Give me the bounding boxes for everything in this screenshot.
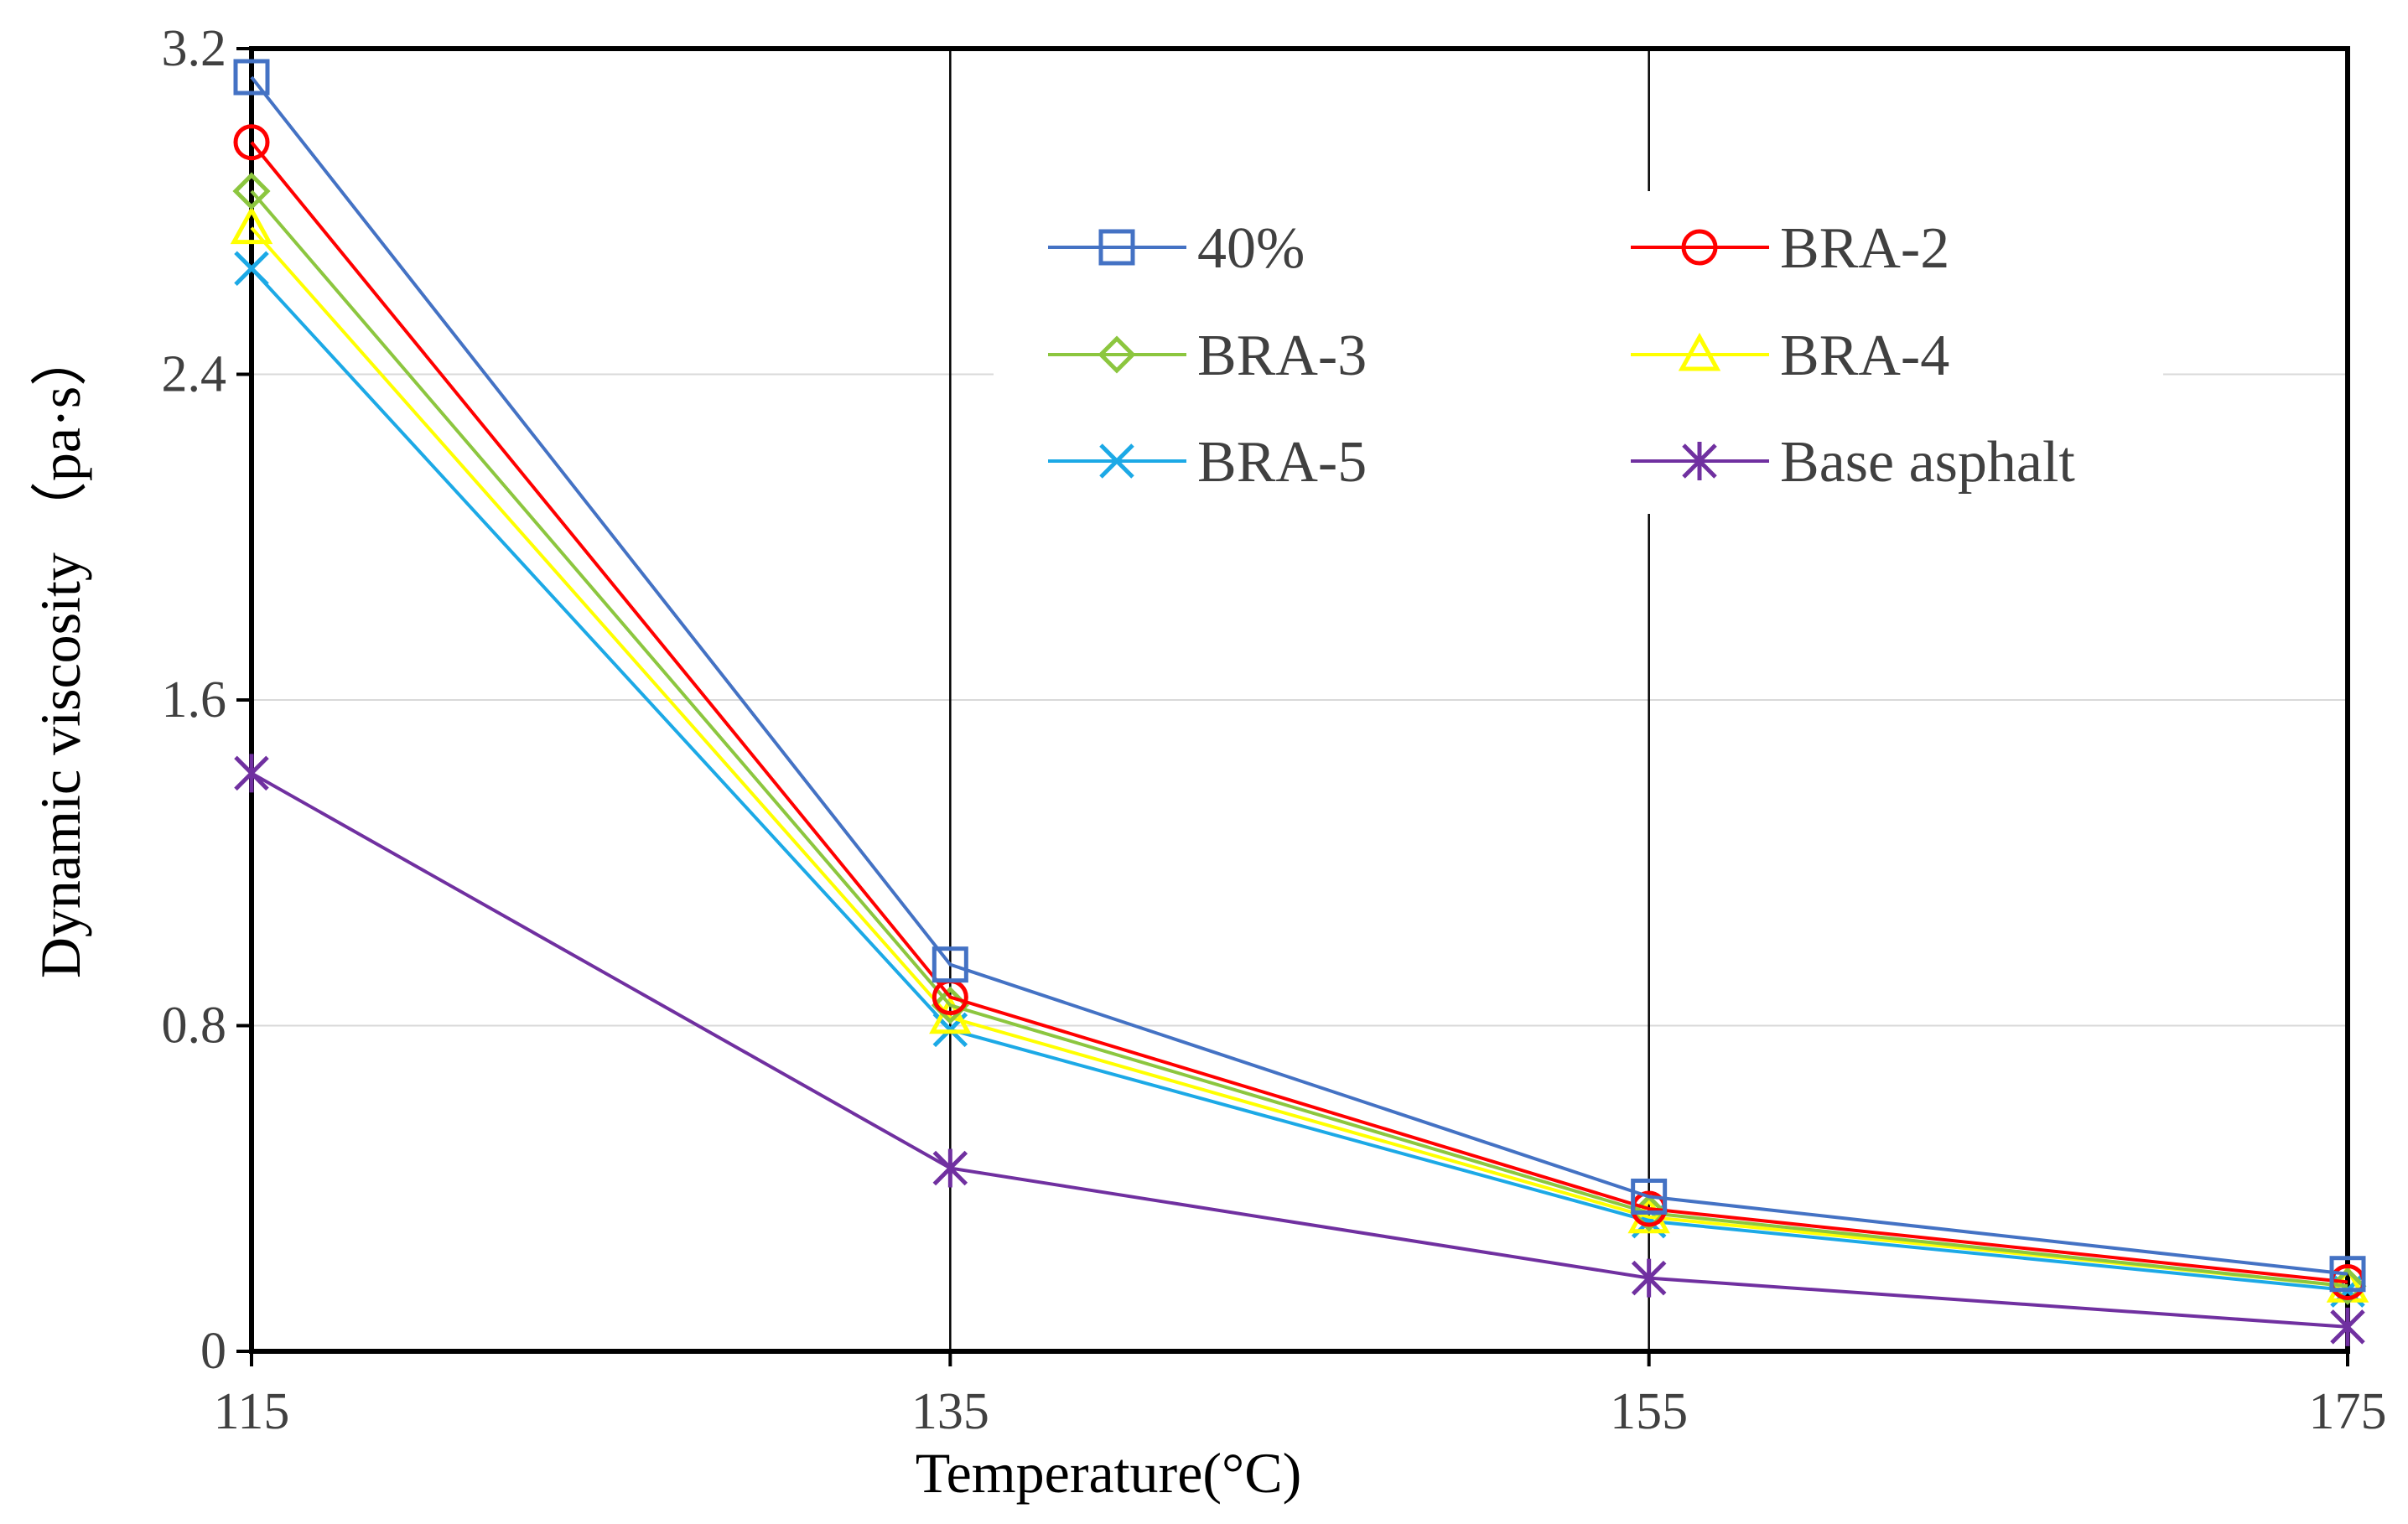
legend-label: 40% — [1197, 216, 1305, 281]
data-point — [929, 995, 972, 1034]
data-point — [2330, 1307, 2365, 1346]
series-line — [250, 226, 2348, 1288]
legend-marker — [1682, 442, 1717, 480]
legend-label: BRA-5 — [1197, 430, 1367, 495]
legend-label: Base asphalt — [1780, 430, 2075, 495]
y-tick-label: 2.4 — [162, 346, 227, 403]
legend: 40% BRA-2 BRA-3 BRA-4 BRA-5 Base asphalt — [994, 191, 2163, 514]
y-axis-title: Dynamic viscosity （pa·s） — [29, 329, 92, 978]
data-point — [2329, 1256, 2366, 1293]
series-line — [250, 141, 2348, 1284]
x-tick-label: 155 — [1610, 1383, 1688, 1440]
legend-entry: Base asphalt — [1631, 430, 2075, 495]
legend-marker — [1678, 332, 1721, 371]
series-line — [250, 189, 2348, 1288]
y-tick-label: 0.8 — [162, 998, 227, 1055]
data-point — [234, 251, 269, 287]
data-point — [232, 172, 271, 210]
legend-entry: BRA-5 — [1048, 430, 1367, 495]
data-point — [233, 124, 270, 161]
legend-marker — [1098, 335, 1136, 374]
series-line — [251, 771, 2348, 1329]
data-point — [1631, 1178, 1668, 1215]
data-point — [234, 754, 269, 793]
x-tick-label: 115 — [214, 1383, 290, 1440]
y-tick-label: 0 — [200, 1323, 226, 1380]
y-tick-label: 3.2 — [162, 20, 227, 77]
legend-label: BRA-4 — [1780, 324, 1949, 388]
data-point — [932, 946, 968, 983]
legend-background — [994, 191, 2163, 514]
legend-label: BRA-3 — [1197, 324, 1367, 388]
legend-marker — [1099, 443, 1134, 479]
legend-label: BRA-2 — [1780, 216, 1949, 281]
x-tick-label: 175 — [2309, 1383, 2387, 1440]
series-line — [250, 267, 2348, 1293]
legend-entry: BRA-3 — [1048, 324, 1367, 388]
tick-labels: 0 0.8 1.6 2.4 3.2 115 135 155 175 — [162, 20, 2387, 1440]
axes — [236, 46, 2350, 1366]
series-layer — [230, 59, 2369, 1346]
series-40- — [233, 59, 2366, 1293]
legend-entry: BRA-2 — [1631, 216, 1949, 281]
x-axis-title: Temperature(°C) — [916, 1441, 1301, 1505]
data-point — [1631, 1258, 1667, 1298]
series-line — [250, 75, 2348, 1276]
data-point — [233, 59, 270, 96]
data-point — [932, 1148, 968, 1188]
legend-entry: 40% — [1048, 216, 1305, 281]
data-point — [230, 205, 273, 245]
y-tick-label: 1.6 — [162, 671, 227, 728]
series-base-asphalt — [234, 754, 2365, 1346]
x-tick-label: 135 — [911, 1383, 989, 1440]
data-point — [1630, 1194, 1668, 1232]
legend-marker — [1098, 229, 1135, 266]
legend-marker — [1681, 229, 1718, 266]
legend-entry: BRA-4 — [1631, 324, 1949, 388]
